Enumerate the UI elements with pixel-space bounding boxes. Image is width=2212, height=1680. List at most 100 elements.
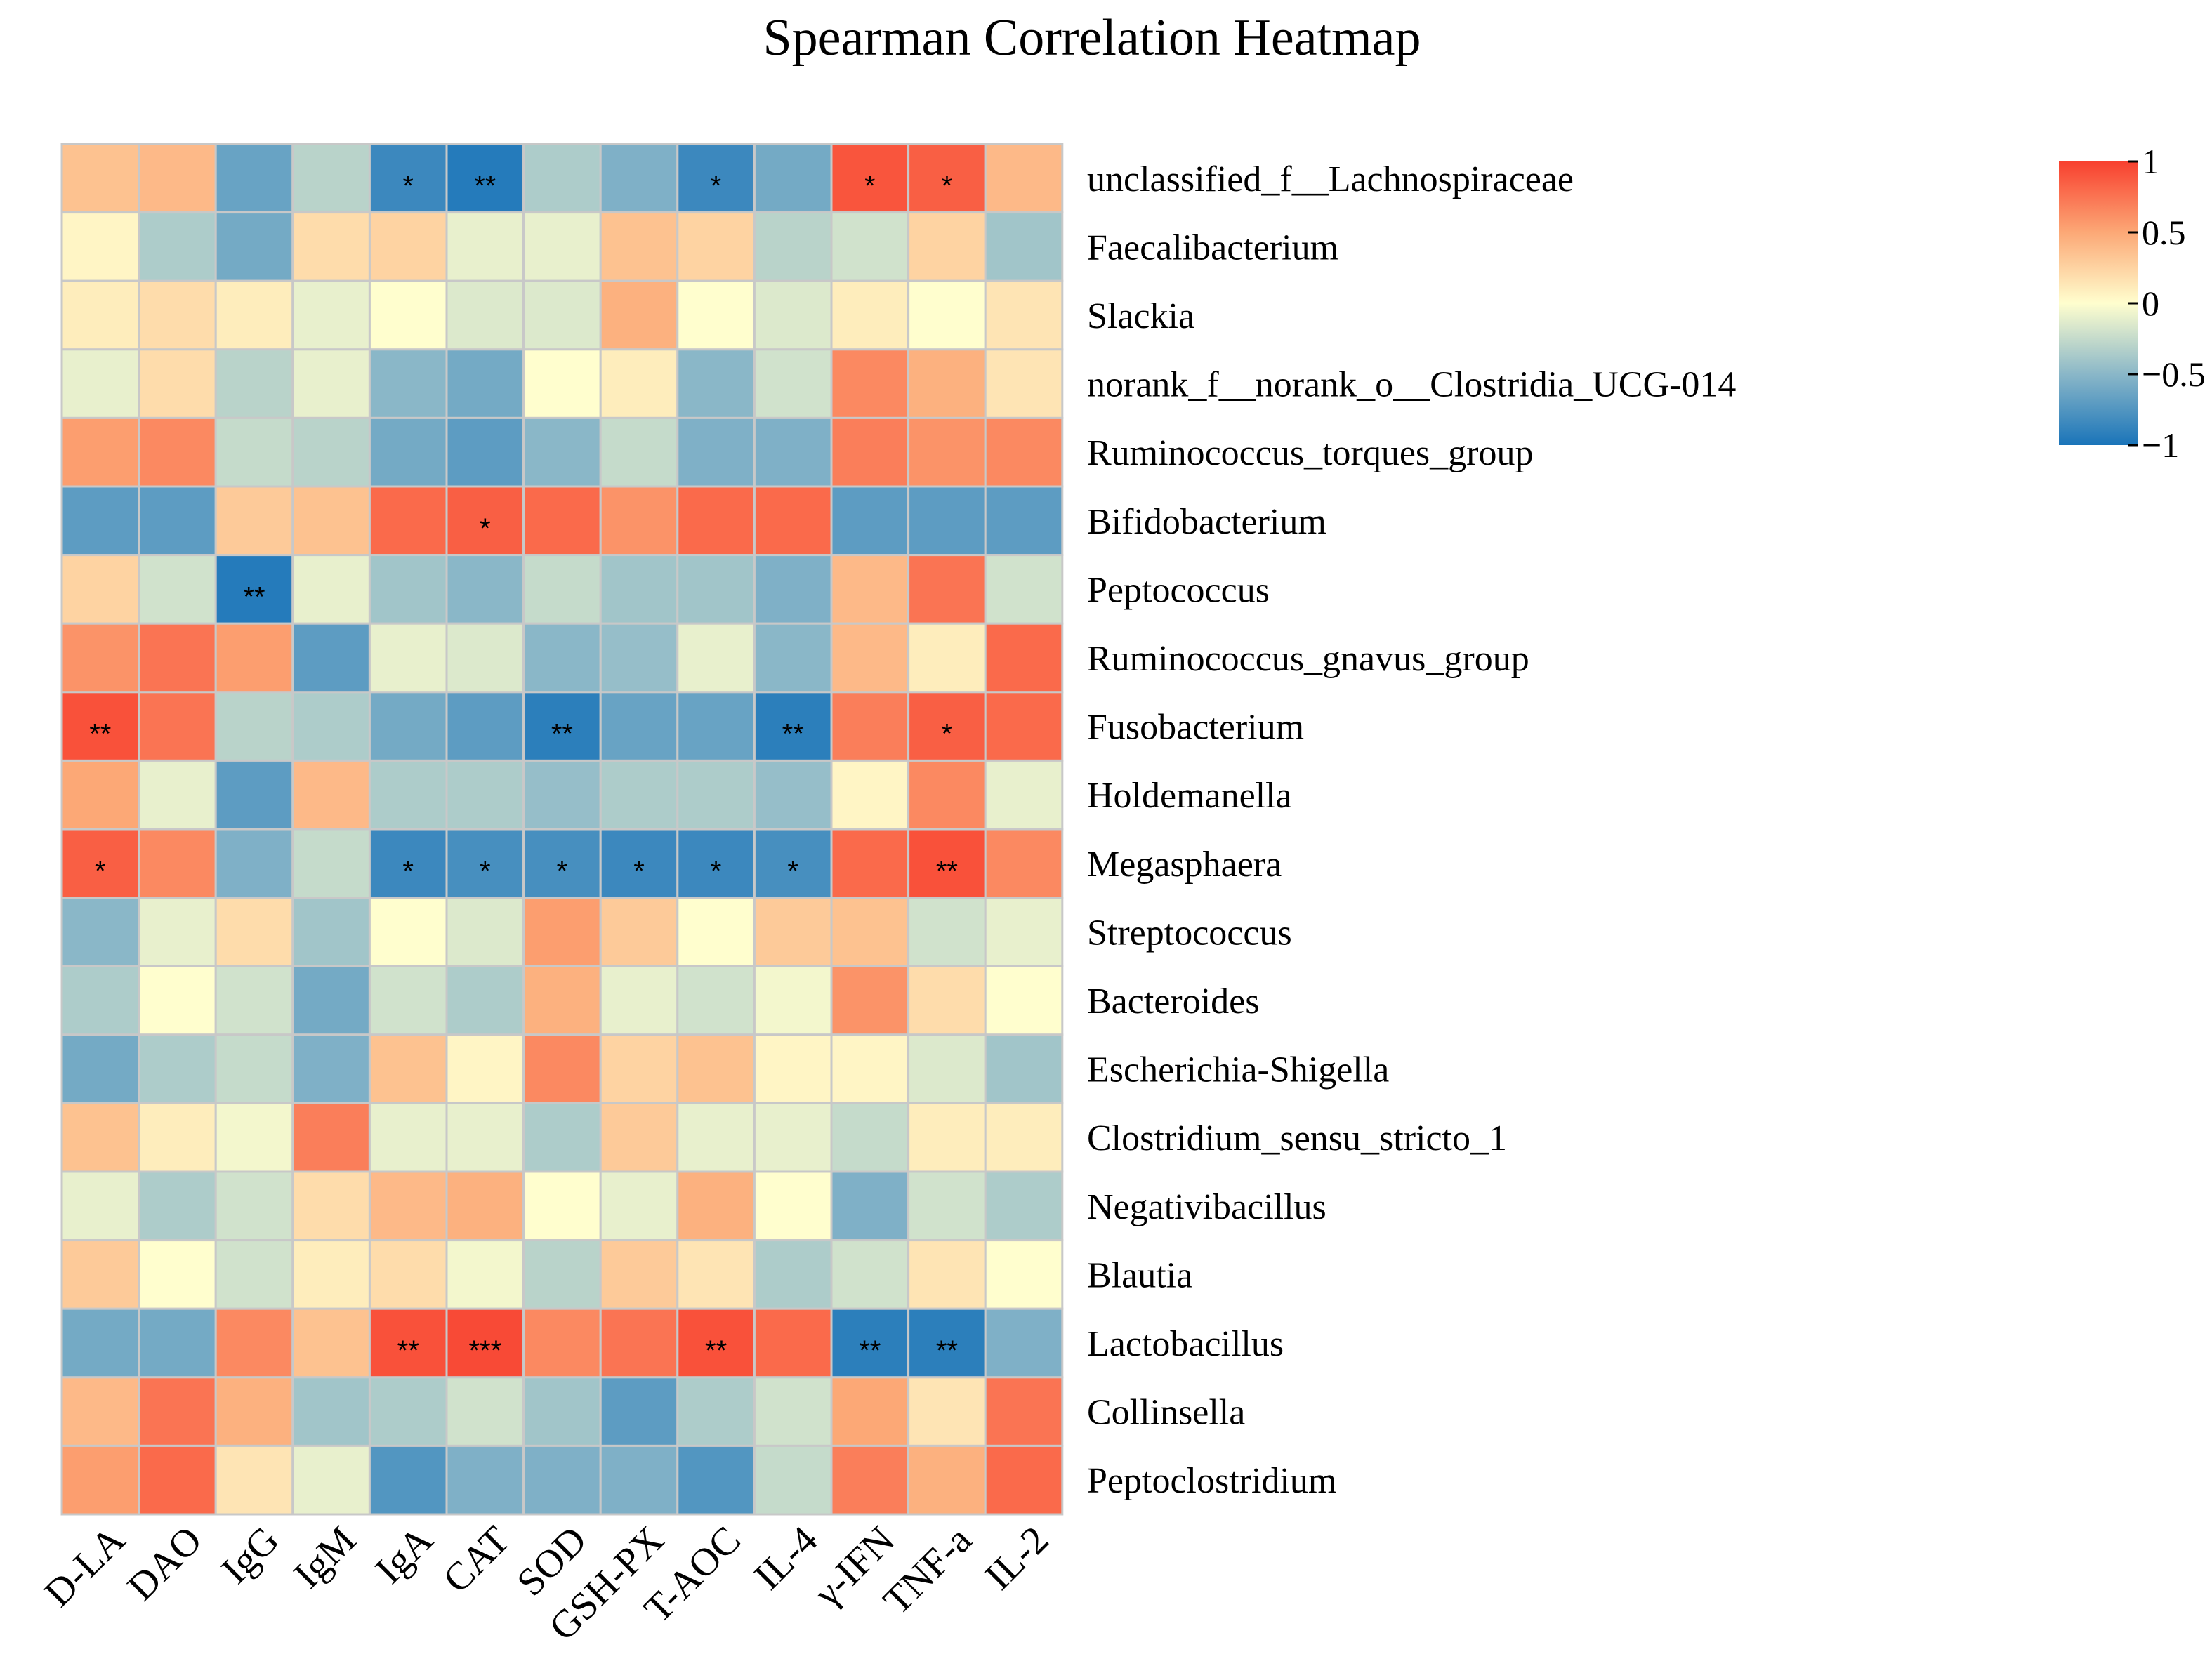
heatmap-cell [138, 1376, 217, 1447]
heatmap-cell [138, 897, 217, 967]
heatmap-cell [984, 897, 1064, 967]
heatmap-cell [599, 279, 679, 351]
heatmap-cell [214, 1170, 294, 1242]
heatmap-cell [214, 1102, 294, 1173]
heatmap-cell [368, 1033, 448, 1104]
heatmap-cell [60, 1239, 140, 1310]
heatmap-cell [522, 143, 602, 214]
heatmap-cell [522, 1033, 602, 1104]
heatmap-cell [753, 279, 833, 351]
heatmap-cell [214, 965, 294, 1036]
heatmap-cell [138, 1102, 217, 1173]
significance-marker: ** [936, 1335, 958, 1366]
heatmap-cell [599, 1102, 679, 1173]
heatmap-cell [599, 1307, 679, 1379]
heatmap-cell [138, 143, 217, 214]
heatmap-cell [676, 897, 756, 967]
heatmap-cell [907, 416, 987, 488]
heatmap-cell [753, 143, 833, 214]
heatmap-cell [753, 1033, 833, 1104]
heatmap-cell [214, 485, 294, 557]
heatmap-cell [291, 1239, 371, 1310]
heatmap-cell [984, 1102, 1064, 1173]
significance-marker: * [942, 719, 953, 750]
heatmap-cell [214, 1239, 294, 1310]
heatmap-cell [830, 1307, 910, 1379]
heatmap-cell [984, 1444, 1064, 1516]
row-label: Fusobacterium [1087, 708, 1304, 748]
heatmap-cell [522, 1239, 602, 1310]
heatmap-cell [368, 1444, 448, 1516]
heatmap-cell [60, 485, 140, 557]
heatmap-cell [445, 348, 525, 419]
heatmap-cell [60, 1307, 140, 1379]
heatmap-cell [676, 485, 756, 557]
significance-marker: * [787, 856, 798, 887]
heatmap-cell [984, 554, 1064, 625]
significance-marker: ** [551, 719, 573, 750]
heatmap-cell [368, 279, 448, 351]
significance-marker: ** [705, 1335, 727, 1366]
heatmap-cell [138, 691, 217, 762]
heatmap-cell [599, 691, 679, 762]
heatmap-cell [445, 759, 525, 831]
heatmap-cell [445, 965, 525, 1036]
heatmap-cell [907, 828, 987, 899]
heatmap-cell [753, 1239, 833, 1310]
heatmap-cell [984, 1170, 1064, 1242]
heatmap-cell [214, 759, 294, 831]
heatmap-cell [214, 1444, 294, 1516]
heatmap-cell [830, 348, 910, 419]
heatmap-cell [60, 759, 140, 831]
heatmap-cell [291, 897, 371, 967]
heatmap-cell [60, 1376, 140, 1447]
heatmap-cell [214, 622, 294, 694]
significance-marker: * [942, 171, 953, 201]
heatmap-cell [830, 965, 910, 1036]
heatmap-cell [522, 622, 602, 694]
heatmap-cell [214, 143, 294, 214]
heatmap-cell [291, 828, 371, 899]
heatmap-cell [676, 1102, 756, 1173]
heatmap-cell [676, 828, 756, 899]
heatmap-cell [830, 897, 910, 967]
heatmap-cell [60, 348, 140, 419]
heatmap-cell [138, 828, 217, 899]
row-label: Holdemanella [1087, 776, 1292, 816]
heatmap-cell [907, 1239, 987, 1310]
row-label: Clostridium_sensu_stricto_1 [1087, 1118, 1507, 1158]
heatmap-cell [368, 1102, 448, 1173]
heatmap-cell [753, 1444, 833, 1516]
heatmap-cell [214, 1376, 294, 1447]
heatmap-cell [214, 279, 294, 351]
significance-marker: * [95, 856, 106, 887]
row-label: Negativibacillus [1087, 1187, 1326, 1227]
heatmap-cell [599, 1239, 679, 1310]
significance-marker: ** [474, 171, 496, 201]
heatmap-cell [138, 554, 217, 625]
heatmap-cell [984, 1033, 1064, 1104]
significance-marker: ** [859, 1335, 881, 1366]
heatmap-cell [60, 1444, 140, 1516]
colorbar-tick-label: 0.5 [2142, 213, 2186, 252]
significance-marker: * [480, 513, 491, 544]
row-labels: unclassified_f__Lachnospiraceae Faecaliba… [1087, 159, 1736, 1501]
colorbar-tick-label: 0 [2142, 284, 2159, 323]
heatmap-cell [753, 348, 833, 419]
heatmap-cell [291, 416, 371, 488]
heatmap-cell [522, 897, 602, 967]
heatmap-cell [599, 485, 679, 557]
heatmap-cell [676, 1033, 756, 1104]
colorbar-tick-label: −1 [2142, 425, 2179, 465]
heatmap-cell [984, 1376, 1064, 1447]
chart-title: Spearman Correlation Heatmap [763, 9, 1421, 67]
heatmap-cell [291, 965, 371, 1036]
heatmap-cell [599, 828, 679, 899]
heatmap-cell [599, 1444, 679, 1516]
heatmap-cell [753, 1376, 833, 1447]
heatmap-cell [445, 1376, 525, 1447]
heatmap-cell [599, 416, 679, 488]
heatmap-cell [368, 897, 448, 967]
significance-marker: ** [782, 719, 804, 750]
